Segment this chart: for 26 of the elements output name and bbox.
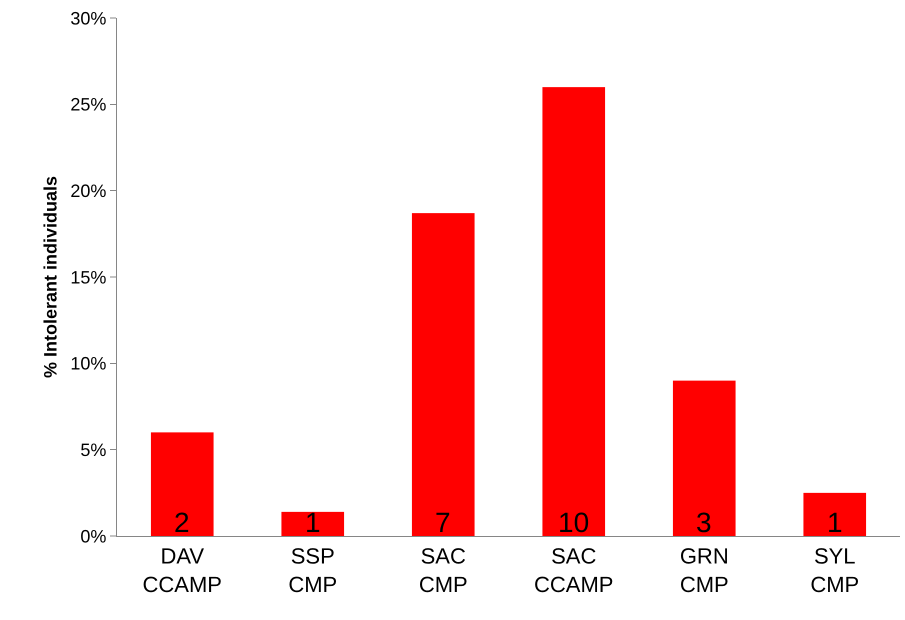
annotation: 7 — [435, 507, 451, 538]
y-tick-label: 20% — [70, 180, 106, 201]
bar — [150, 432, 214, 536]
y-tick-label: 25% — [70, 94, 106, 115]
bar — [412, 213, 475, 536]
x-tick-label: SSP CMP — [288, 543, 338, 597]
x-tick-label: SYL CMP — [810, 543, 860, 597]
bar — [281, 512, 344, 536]
y-tick-label: 0% — [80, 526, 106, 546]
annotation: 2 — [174, 507, 190, 538]
y-tick-label: 30% — [70, 8, 106, 28]
y-tick-label: 5% — [80, 440, 106, 460]
x-tick-label: DAV CCAMP — [142, 543, 222, 597]
y-axis-title: % Intolerant individuals — [40, 176, 61, 378]
x-tick-label: GRN CMP — [680, 543, 729, 597]
annotation: 3 — [696, 507, 712, 538]
annotation: 10 — [558, 507, 590, 538]
annotation: 1 — [827, 507, 843, 538]
x-tick-label: SAC CCAMP — [534, 543, 614, 597]
x-tick-label: SAC CMP — [418, 543, 468, 597]
bar — [542, 87, 606, 536]
y-tick-label: 10% — [70, 354, 106, 374]
annotation: 1 — [305, 507, 321, 538]
bar — [803, 492, 866, 536]
y-tick-label: 15% — [70, 267, 106, 288]
bar — [672, 380, 736, 536]
